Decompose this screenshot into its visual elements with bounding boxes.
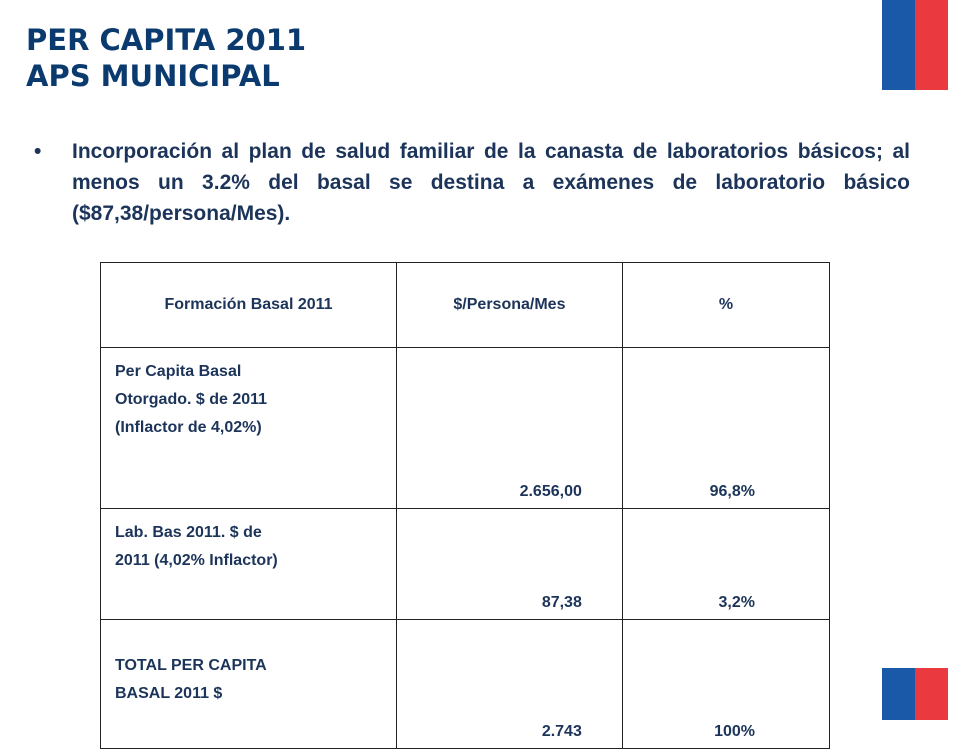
header-percent: %	[621, 262, 831, 348]
flag-blue-stripe	[882, 668, 915, 720]
row-amount: 2.656,00	[396, 347, 623, 509]
bullet-point: • Incorporación al plan de salud familia…	[34, 136, 910, 229]
row-label-line: 2011 (4,02% Inflactor)	[115, 552, 278, 569]
flag-red-stripe	[915, 0, 948, 90]
title-line-2: APS MUNICIPAL	[26, 59, 280, 93]
row-percent: 96,8%	[621, 347, 831, 509]
row-label: Per Capita Basal Otorgado. $ de 2011 (In…	[99, 347, 398, 509]
bullet-marker: •	[34, 140, 42, 163]
row-label: TOTAL PER CAPITA BASAL 2011 $	[99, 619, 398, 749]
header-formacion-basal: Formación Basal 2011	[99, 262, 398, 348]
header-persona-mes: $/Persona/Mes	[396, 262, 623, 348]
row-amount: 2.743	[396, 619, 623, 749]
row-label-line: TOTAL PER CAPITA	[115, 657, 267, 674]
title-line-1: PER CAPITA 2011	[26, 23, 307, 57]
flag-emblem-bottom	[882, 668, 948, 720]
row-label: Lab. Bas 2011. $ de 2011 (4,02% Inflacto…	[99, 508, 398, 620]
row-label-line: Per Capita Basal	[115, 363, 242, 380]
row-percent: 100%	[621, 619, 831, 749]
row-label-line: Lab. Bas 2011. $ de	[115, 524, 262, 541]
row-amount: 87,38	[396, 508, 623, 620]
table-header-row: Formación Basal 2011 $/Persona/Mes %	[99, 262, 831, 348]
bullet-text: Incorporación al plan de salud familiar …	[72, 140, 910, 225]
basal-formation-table: Formación Basal 2011 $/Persona/Mes % Per…	[99, 262, 831, 749]
page-title: PER CAPITA 2011 APS MUNICIPAL	[26, 22, 306, 94]
row-label-line: Otorgado. $ de 2011	[115, 391, 268, 408]
table-row: TOTAL PER CAPITA BASAL 2011 $ 2.743 100%	[99, 619, 831, 749]
table-row: Lab. Bas 2011. $ de 2011 (4,02% Inflacto…	[99, 508, 831, 620]
row-label-line: BASAL 2011 $	[115, 685, 223, 702]
row-label-line: (Inflactor de 4,02%)	[115, 419, 262, 436]
flag-emblem-top	[882, 0, 948, 90]
flag-red-stripe	[915, 668, 948, 720]
row-percent: 3,2%	[621, 508, 831, 620]
table-row: Per Capita Basal Otorgado. $ de 2011 (In…	[99, 347, 831, 509]
flag-blue-stripe	[882, 0, 915, 90]
